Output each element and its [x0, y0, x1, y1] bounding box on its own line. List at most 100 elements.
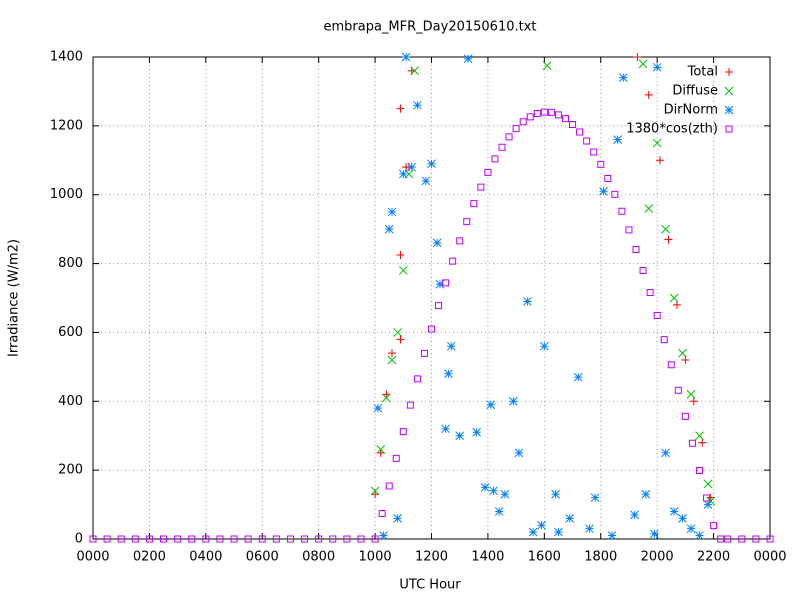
point — [632, 245, 640, 253]
point — [89, 535, 97, 543]
x-tick-label: 1800 — [584, 550, 617, 565]
point — [435, 279, 445, 289]
point — [597, 160, 605, 168]
point — [573, 372, 583, 382]
point — [646, 288, 654, 296]
point — [371, 535, 379, 543]
point — [554, 527, 563, 537]
point — [385, 482, 393, 490]
x-tick-label: 0000 — [76, 550, 109, 565]
point — [463, 54, 473, 64]
point — [625, 226, 633, 234]
point — [131, 535, 139, 543]
y-tick-label: 1200 — [50, 118, 83, 133]
point — [103, 535, 111, 543]
point — [449, 257, 457, 265]
point — [382, 390, 391, 399]
point — [421, 176, 431, 186]
point — [258, 535, 266, 543]
point — [717, 535, 725, 543]
point — [681, 412, 689, 420]
point — [703, 494, 711, 502]
point — [387, 355, 397, 365]
point — [444, 369, 453, 379]
x-tick-label: 2200 — [697, 550, 730, 565]
point — [301, 535, 309, 543]
point — [638, 59, 648, 69]
point — [576, 128, 584, 136]
x-tick-label: 0400 — [189, 550, 222, 565]
point — [413, 100, 422, 110]
point — [738, 535, 746, 543]
point — [396, 335, 405, 344]
point — [357, 535, 365, 543]
point — [514, 448, 524, 458]
point — [569, 120, 577, 128]
point — [583, 137, 591, 145]
y-tick-label: 0 — [75, 532, 83, 547]
point — [413, 375, 421, 383]
point — [689, 397, 698, 406]
x-tick-label: 1200 — [415, 550, 448, 565]
point — [407, 162, 417, 172]
point — [661, 448, 670, 458]
point — [644, 204, 654, 213]
series — [89, 108, 774, 543]
point — [272, 535, 280, 543]
series — [371, 53, 715, 502]
point — [393, 513, 403, 523]
point — [674, 386, 682, 394]
legend-marker — [724, 105, 734, 115]
point — [590, 148, 598, 156]
point — [519, 118, 527, 126]
point — [565, 513, 575, 523]
x-tick-label: 0600 — [246, 550, 279, 565]
point — [669, 293, 679, 303]
point — [202, 535, 210, 543]
point — [618, 73, 628, 83]
point — [523, 297, 532, 306]
point — [551, 489, 560, 499]
point — [678, 513, 687, 523]
point — [343, 535, 351, 543]
point — [174, 535, 182, 543]
y-tick-label: 1000 — [50, 187, 83, 202]
point — [494, 507, 504, 516]
point — [396, 250, 405, 259]
point — [382, 393, 391, 403]
point — [703, 500, 713, 509]
point — [539, 341, 549, 351]
legend-label: 1380*cos(zth) — [626, 122, 718, 137]
point — [540, 108, 548, 116]
point — [216, 535, 224, 543]
point — [547, 108, 555, 116]
y-tick-label: 800 — [58, 256, 83, 271]
point — [371, 490, 380, 499]
point — [428, 325, 435, 333]
point — [533, 109, 541, 117]
point — [498, 143, 506, 151]
point — [585, 524, 594, 534]
point — [695, 466, 703, 474]
point — [561, 115, 569, 123]
y-tick-label: 1400 — [50, 50, 83, 65]
point — [393, 328, 403, 337]
y-tick-label: 400 — [58, 394, 83, 409]
point — [611, 190, 619, 198]
point — [427, 159, 436, 169]
point — [678, 348, 687, 358]
legend-label: DirNorm — [664, 103, 718, 118]
point — [388, 349, 397, 358]
point — [686, 390, 696, 399]
point — [420, 349, 428, 357]
point — [484, 168, 492, 176]
point — [724, 535, 732, 543]
y-tick-label: 200 — [58, 463, 83, 478]
legend-marker — [725, 125, 733, 133]
legend-marker — [725, 68, 733, 76]
y-tick-label: 600 — [58, 325, 83, 340]
point — [669, 507, 679, 516]
point — [554, 111, 562, 119]
point — [639, 266, 647, 274]
